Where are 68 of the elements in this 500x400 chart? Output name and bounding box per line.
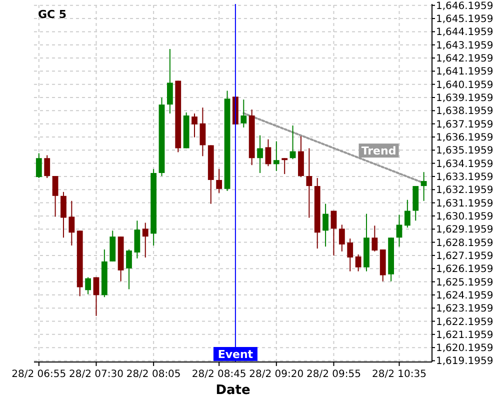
candlestick (85, 276, 91, 295)
y-tick-label: 1,637.1959 (436, 119, 494, 130)
x-axis-title: Date (216, 383, 250, 398)
y-tick-label: 1,636.1959 (436, 132, 494, 144)
candlestick (372, 225, 378, 252)
candlestick (216, 168, 222, 194)
y-tick-label: 1,638.1959 (436, 106, 494, 118)
x-tick-label: 28/2 08:05 (126, 369, 181, 380)
y-tick-label: 1,627.1959 (436, 250, 494, 262)
x-tick-label: 28/2 07:30 (69, 369, 124, 380)
candlestick (282, 158, 288, 175)
ref-line-label: Event (218, 348, 254, 361)
candlestick (396, 214, 402, 248)
chart-title: GC 5 (38, 8, 67, 21)
y-tick-label: 1,639.1959 (436, 93, 494, 104)
candlestick (192, 113, 198, 138)
candlestick (126, 248, 132, 290)
y-tick-label: 1,622.1959 (436, 316, 494, 328)
candlestick (420, 172, 427, 202)
candlestick (200, 107, 206, 157)
y-tick-label: 1,619.1959 (436, 356, 494, 368)
y-tick-label: 1,641.1959 (436, 66, 494, 78)
candlestick (404, 199, 410, 228)
candlestick (306, 148, 312, 218)
candlestick (60, 191, 66, 238)
candlestick (93, 276, 100, 316)
y-tick-label: 1,633.1959 (436, 172, 494, 183)
y-tick-label: 1,631.1959 (436, 198, 494, 210)
y-tick-label: 1,635.1959 (436, 146, 494, 157)
y-tick-label: 1,642.1959 (436, 54, 494, 65)
y-tick-label: 1,646.1959 (436, 0, 494, 12)
candlestick (240, 99, 247, 128)
candlestick (68, 200, 75, 246)
candlestick (338, 224, 345, 252)
candlestick (134, 220, 140, 259)
candlestick (52, 176, 58, 218)
series-label: Trend (361, 144, 396, 158)
y-tick-label: 1,632.1959 (436, 185, 494, 196)
y-tick-label: 1,620.1959 (436, 343, 494, 354)
x-tick-label: 28/2 10:35 (372, 369, 426, 380)
candlestick (273, 140, 280, 172)
candlestick (142, 222, 148, 258)
candlestick (322, 203, 328, 248)
x-tick-label: 28/2 08:45 (192, 369, 246, 380)
candlestick (347, 238, 354, 272)
y-tick-label: 1,630.1959 (436, 211, 494, 222)
x-tick-label: 28/2 06:55 (12, 369, 66, 380)
y-tick-label: 1,645.1959 (436, 14, 494, 26)
x-tick-label: 28/2 09:55 (306, 369, 361, 380)
y-tick-label: 1,623.1959 (436, 304, 494, 315)
y-tick-label: 1,634.1959 (436, 158, 494, 170)
candlestick (265, 138, 272, 167)
candlestick (36, 152, 42, 178)
candlestick (44, 154, 50, 178)
candlestick (166, 48, 173, 114)
y-tick-label: 1,629.1959 (436, 224, 494, 236)
y-tick-label: 1,644.1959 (436, 27, 494, 38)
y-tick-label: 1,628.1959 (436, 238, 494, 249)
y-tick-label: 1,640.1959 (436, 80, 494, 91)
candlestick (257, 134, 263, 174)
y-tick-label: 1,621.1959 (436, 330, 494, 341)
y-tick-label: 1,626.1959 (436, 264, 494, 276)
y-tick-label: 1,625.1959 (436, 277, 494, 288)
candlestick (330, 210, 337, 256)
y-tick-label: 1,643.1959 (436, 40, 494, 52)
y-tick-label: 1,624.1959 (436, 290, 494, 302)
candlestick (355, 254, 362, 272)
x-tick-label: 28/2 09:20 (249, 369, 304, 380)
